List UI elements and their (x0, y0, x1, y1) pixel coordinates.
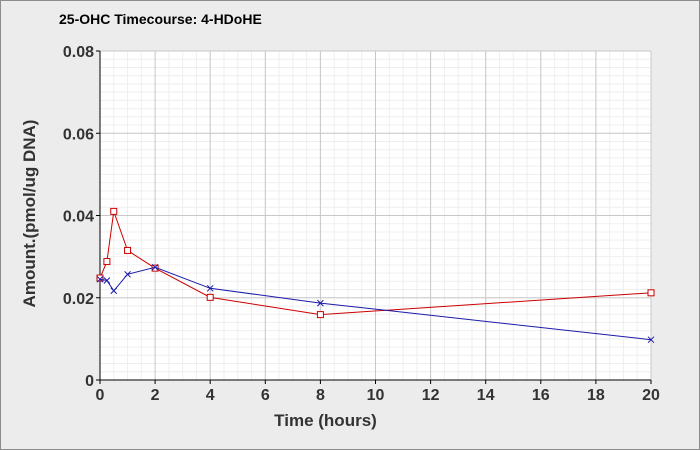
data-point-square (206, 293, 214, 301)
y-tick-label: 0.06 (63, 126, 94, 143)
y-tick-label: 0 (85, 373, 94, 390)
x-tick-label: 10 (367, 387, 385, 404)
y-tick-label: 0.08 (63, 44, 94, 61)
data-point-x (96, 275, 104, 283)
x-tick-label: 2 (151, 387, 160, 404)
series-line-1 (99, 211, 652, 316)
x-tick-label: 18 (587, 387, 605, 404)
y-axis-label: Amount.(pmol/ug DNA) (20, 120, 39, 308)
data-point-square (316, 311, 324, 319)
x-axis-label: Time (hours) (274, 411, 377, 430)
data-point-x (647, 336, 655, 344)
x-tick-label: 8 (316, 387, 325, 404)
data-point-x (317, 299, 324, 307)
data-point-x (124, 270, 131, 278)
y-tick-label: 0.04 (63, 209, 94, 226)
x-tick-label: 16 (532, 387, 550, 404)
x-tick-label: 14 (477, 387, 495, 404)
chart-title: 25-OHC Timecourse: 4-HDoHE (59, 11, 262, 27)
data-point-square (110, 207, 118, 215)
data-point-x (151, 263, 159, 271)
x-tick-label: 12 (422, 387, 440, 404)
data-point-square (124, 246, 132, 254)
x-tick-label: 20 (642, 387, 660, 404)
y-tick-label: 0.02 (63, 291, 94, 308)
data-point-x (110, 287, 118, 295)
data-point-x (103, 277, 111, 284)
data-point-x (206, 284, 214, 292)
data-point-square (103, 258, 111, 266)
data-point-square (647, 289, 655, 297)
x-tick-label: 6 (261, 387, 270, 404)
data-point-square (96, 274, 104, 282)
x-tick-label: 0 (96, 387, 105, 404)
x-tick-label: 4 (206, 387, 215, 404)
